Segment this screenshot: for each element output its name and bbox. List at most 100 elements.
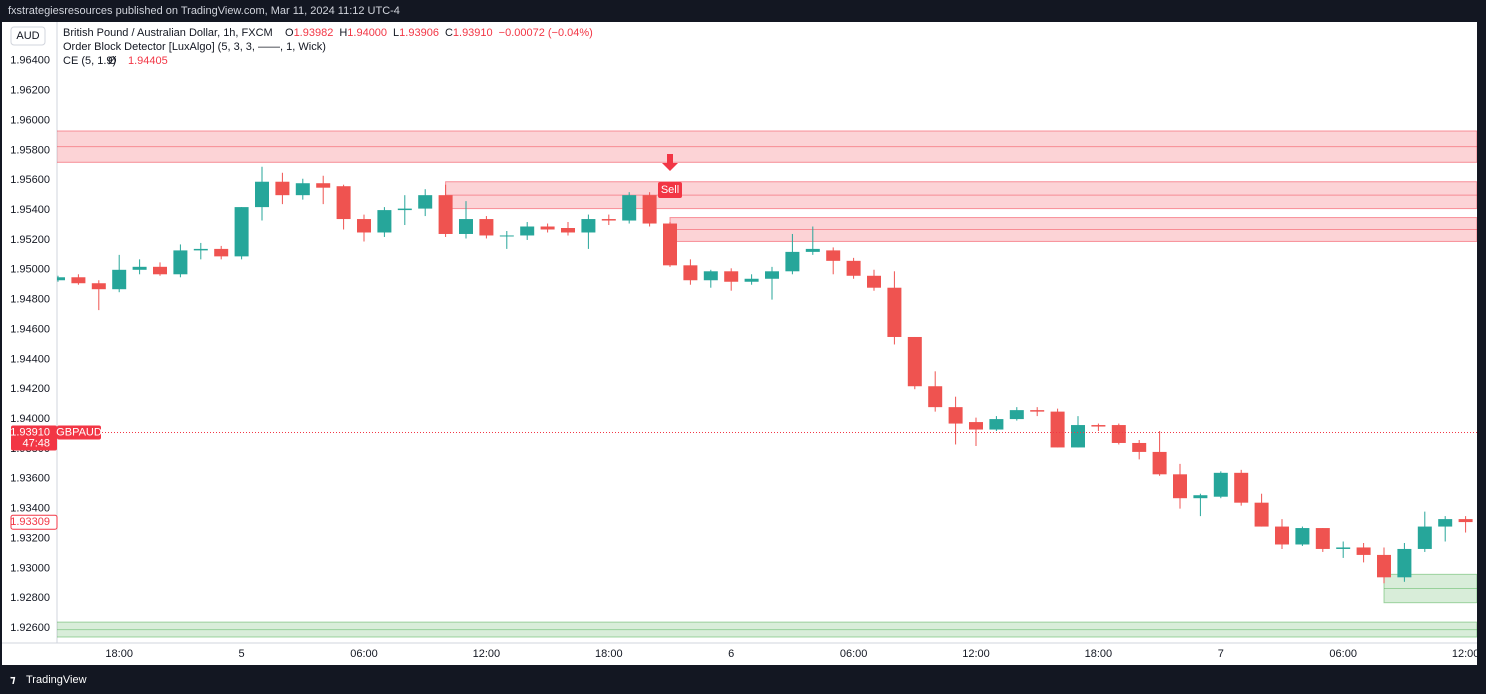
candle-body (295, 183, 310, 196)
candle-body (540, 226, 555, 230)
ohlc-legend: O 1.93982 H 1.94000 L 1.93906 C 1.93910 −0.00072… (285, 27, 593, 39)
candle-body (499, 235, 514, 237)
candle-body (1152, 451, 1167, 475)
candle-body (703, 271, 718, 281)
candle-body (744, 278, 759, 282)
candle-body (193, 248, 208, 251)
candle-body (805, 248, 820, 252)
ohlc-value: 1.93982 (294, 27, 334, 39)
candle-body (785, 251, 800, 272)
countdown: 47:48 (22, 437, 50, 449)
candle-body (91, 283, 106, 290)
y-tick-label: 1.96400 (10, 55, 50, 67)
candle-body (1009, 410, 1024, 420)
y-tick-label: 1.96200 (10, 85, 50, 97)
candle-body (214, 248, 229, 257)
candle-body (1111, 425, 1126, 443)
price-label-box (11, 425, 57, 451)
candle-body (683, 265, 698, 281)
y-tick-label: 1.92600 (10, 622, 50, 634)
candle-body (1275, 526, 1289, 545)
candle-body (479, 219, 494, 236)
ohlc-value: 1.94000 (347, 27, 387, 39)
candle-body (969, 422, 983, 430)
candle-body (846, 260, 861, 276)
y-tick-label: 1.94200 (10, 383, 50, 395)
y-tick-label: 1.94800 (10, 294, 50, 306)
candle-body (1030, 410, 1045, 412)
candle-body (397, 208, 412, 211)
candle-body (1438, 519, 1453, 527)
candle-body (1050, 411, 1065, 448)
indicator-symbol: Ø (108, 55, 117, 67)
candle-body (1213, 472, 1228, 497)
candle-body (438, 195, 453, 234)
candle-body (928, 386, 943, 408)
candle-body (887, 287, 902, 337)
x-tick-label: 5 (239, 648, 245, 660)
candle-body (112, 269, 127, 290)
candle-body (1173, 474, 1187, 499)
candle-body (581, 219, 596, 233)
ce-label: 1.93309 (10, 516, 50, 528)
candle-body (826, 250, 841, 261)
candle-body (57, 277, 65, 281)
y-tick-label: 1.95400 (10, 204, 50, 216)
candle-body (601, 219, 616, 221)
ohlc-key: O (285, 27, 294, 39)
candle-body (1091, 425, 1106, 427)
candle-body (948, 407, 963, 424)
candle-body (418, 195, 433, 209)
indicator-value: 1.94405 (128, 55, 168, 67)
candle-body (316, 183, 331, 188)
x-tick-label: 06:00 (1329, 648, 1357, 660)
logo-mark: ⁊ (10, 674, 16, 686)
x-tick-label: 6 (728, 648, 734, 660)
y-tick-label: 1.94600 (10, 323, 50, 335)
ohlc-value: −0.00072 (−0.04%) (499, 27, 593, 39)
candle-body (989, 419, 1004, 430)
order-block (57, 621, 1477, 638)
candle-body (275, 181, 290, 196)
candle-body (1377, 554, 1391, 578)
y-tick-label: 1.95000 (10, 264, 50, 276)
signal-box (658, 182, 682, 199)
order-block (57, 130, 1477, 163)
candle-body (234, 207, 249, 257)
plot (57, 130, 1477, 638)
candle-body (1234, 472, 1249, 503)
candle-body (1458, 519, 1473, 523)
candle-body (622, 195, 637, 221)
candle-body (377, 210, 392, 233)
ohlc-value: 1.93906 (399, 27, 439, 39)
ohlc-key: C (445, 27, 453, 39)
y-tick-label: 1.96000 (10, 114, 50, 126)
x-tick-label: 18:00 (105, 648, 133, 660)
candle-body (336, 186, 351, 220)
y-tick-label: 1.95800 (10, 144, 50, 156)
publisher: fxstrategiesresources published on Tradi… (8, 5, 400, 17)
symbol-label: GBPAUD (56, 426, 102, 438)
indicator: Order Block Detector [LuxAlgo] (5, 3, 3,… (63, 41, 326, 53)
ohlc-key: L (393, 27, 399, 39)
x-tick-label: 12:00 (1452, 648, 1480, 660)
symbol-box (57, 425, 101, 440)
candle-body (1397, 548, 1412, 578)
candle-body (459, 219, 473, 234)
candle-body (153, 266, 167, 275)
symbol-title: British Pound / Australian Dollar, 1h, F… (63, 27, 273, 39)
candle-body (132, 266, 147, 270)
signal-label: Sell (661, 184, 679, 196)
x-tick-label: 06:00 (840, 648, 868, 660)
candle-body (867, 275, 881, 288)
ohlc-value: 1.93910 (453, 27, 493, 39)
y-tick-label: 1.93000 (10, 562, 50, 574)
ohlc-key: H (339, 27, 347, 39)
candle-body (1071, 425, 1085, 448)
x-tick-label: 7 (1218, 648, 1224, 660)
currency: AUD (16, 30, 39, 42)
sell-arrow (662, 154, 678, 172)
y-tick-label: 1.94000 (10, 413, 50, 425)
